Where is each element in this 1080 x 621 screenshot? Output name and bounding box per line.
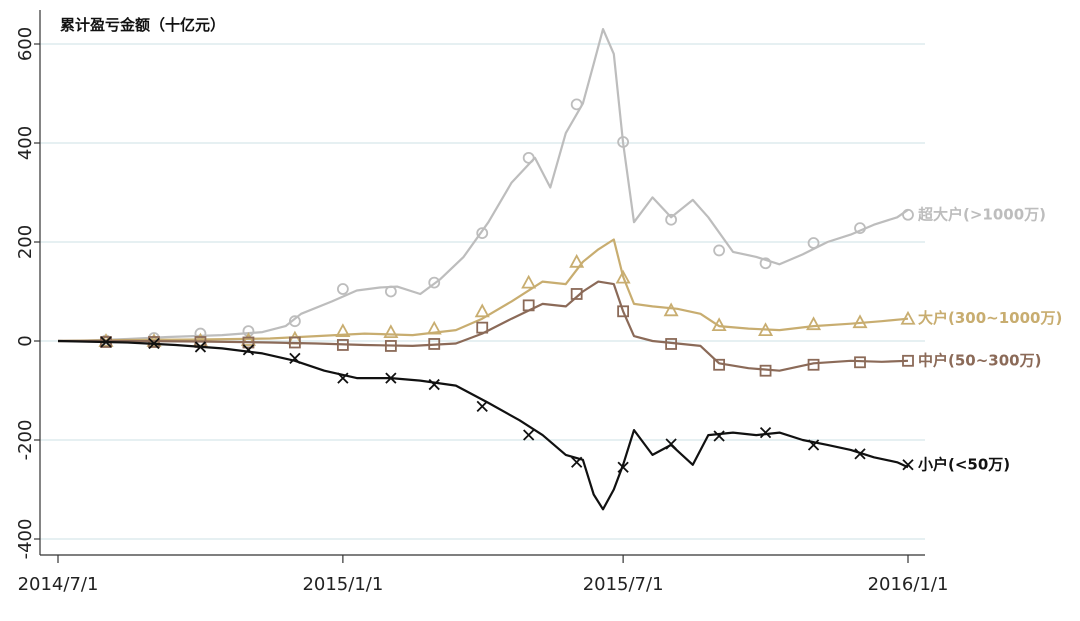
- data-point-marker: [384, 285, 397, 298]
- data-point-marker: [854, 448, 866, 460]
- data-point-marker: [570, 98, 583, 111]
- data-point-marker: [426, 320, 442, 335]
- data-point-marker: [569, 253, 585, 268]
- series-line: [58, 280, 909, 372]
- data-point-marker: [383, 324, 399, 338]
- data-point-marker: [288, 315, 301, 328]
- data-point-marker: [713, 358, 726, 371]
- series-label: 超大户(>1000万): [917, 205, 1046, 223]
- series-line: [57, 339, 909, 511]
- series-line: [57, 28, 909, 343]
- data-point-marker: [385, 372, 397, 384]
- data-point-marker: [242, 344, 255, 356]
- data-point-marker: [852, 314, 868, 329]
- data-point-marker: [428, 276, 441, 289]
- data-point-marker: [474, 303, 490, 318]
- axes: -400 -200 0 200 400 600 2014/7/1 2015/1/1 2015/7…: [15, 10, 948, 595]
- data-point-marker: [902, 208, 914, 221]
- data-point-marker: [758, 322, 774, 337]
- data-point-marker: [759, 426, 772, 439]
- series-label: 中户(50~300万): [918, 351, 1041, 369]
- chart-title: 累计盈亏金额（十亿元）: [60, 16, 225, 34]
- x-tick-label: 2015/7/1: [583, 574, 664, 595]
- data-point-marker: [900, 310, 916, 325]
- series-labels: 超大户(>1000万) 大户(300~1000万) 中户(50~300万) 小户(<5…: [917, 205, 1062, 473]
- data-point-marker: [807, 358, 820, 371]
- data-point-marker: [663, 302, 679, 317]
- data-point-marker: [337, 372, 349, 384]
- data-point-marker: [570, 288, 583, 300]
- x-tick-label: 2014/7/1: [18, 574, 99, 595]
- y-tick-label: -400: [15, 519, 36, 560]
- y-tick-label: 200: [15, 225, 36, 259]
- data-point-marker: [759, 257, 772, 270]
- x-tick-label: 2015/1/1: [302, 574, 383, 595]
- data-point-marker: [806, 316, 822, 331]
- y-tick-label: -200: [15, 420, 36, 461]
- data-point-marker: [807, 237, 820, 249]
- data-point-marker: [617, 461, 629, 473]
- data-point-marker: [240, 332, 256, 346]
- data-point-marker: [289, 352, 301, 364]
- data-point-marker: [854, 356, 866, 369]
- data-point-marker: [476, 400, 488, 412]
- series-group: [57, 28, 916, 511]
- data-point-marker: [428, 378, 440, 391]
- data-point-marker: [902, 459, 914, 471]
- data-point-marker: [148, 337, 160, 350]
- data-point-marker: [384, 340, 397, 352]
- series-line: [57, 238, 909, 343]
- data-point-marker: [521, 274, 537, 289]
- y-tick-label: 600: [15, 27, 36, 61]
- data-point-marker: [242, 336, 255, 349]
- data-point-marker: [759, 364, 772, 377]
- data-point-marker: [713, 244, 726, 257]
- data-point-marker: [523, 429, 535, 441]
- data-point-marker: [288, 336, 301, 349]
- data-point-marker: [192, 332, 208, 347]
- data-point-marker: [428, 338, 441, 350]
- data-point-marker: [807, 439, 820, 451]
- data-point-marker: [617, 136, 630, 148]
- data-point-marker: [336, 283, 349, 295]
- data-point-marker: [194, 341, 207, 353]
- data-point-marker: [335, 323, 351, 338]
- data-point-marker: [854, 222, 866, 235]
- data-point-marker: [476, 321, 489, 334]
- data-point-marker: [713, 430, 725, 442]
- data-point-marker: [100, 336, 112, 348]
- data-point-marker: [148, 336, 160, 348]
- y-tick-label: 0: [15, 335, 36, 346]
- y-tick-label: 400: [15, 126, 36, 160]
- data-point-marker: [336, 339, 349, 351]
- data-point-marker: [665, 438, 677, 450]
- data-point-marker: [665, 213, 678, 226]
- gridlines: [40, 43, 925, 540]
- data-point-marker: [242, 325, 255, 338]
- data-point-marker: [476, 227, 489, 239]
- x-tick-label: 2016/1/1: [868, 574, 949, 595]
- data-point-marker: [571, 456, 583, 468]
- data-point-marker: [617, 305, 630, 318]
- data-point-marker: [615, 269, 631, 284]
- data-point-marker: [522, 299, 535, 312]
- series-label: 大户(300~1000万): [918, 309, 1062, 327]
- series-label: 小户(<50万): [918, 455, 1010, 473]
- data-point-marker: [522, 151, 535, 164]
- data-point-marker: [902, 354, 914, 367]
- data-point-marker: [665, 338, 678, 350]
- data-point-marker: [711, 317, 727, 332]
